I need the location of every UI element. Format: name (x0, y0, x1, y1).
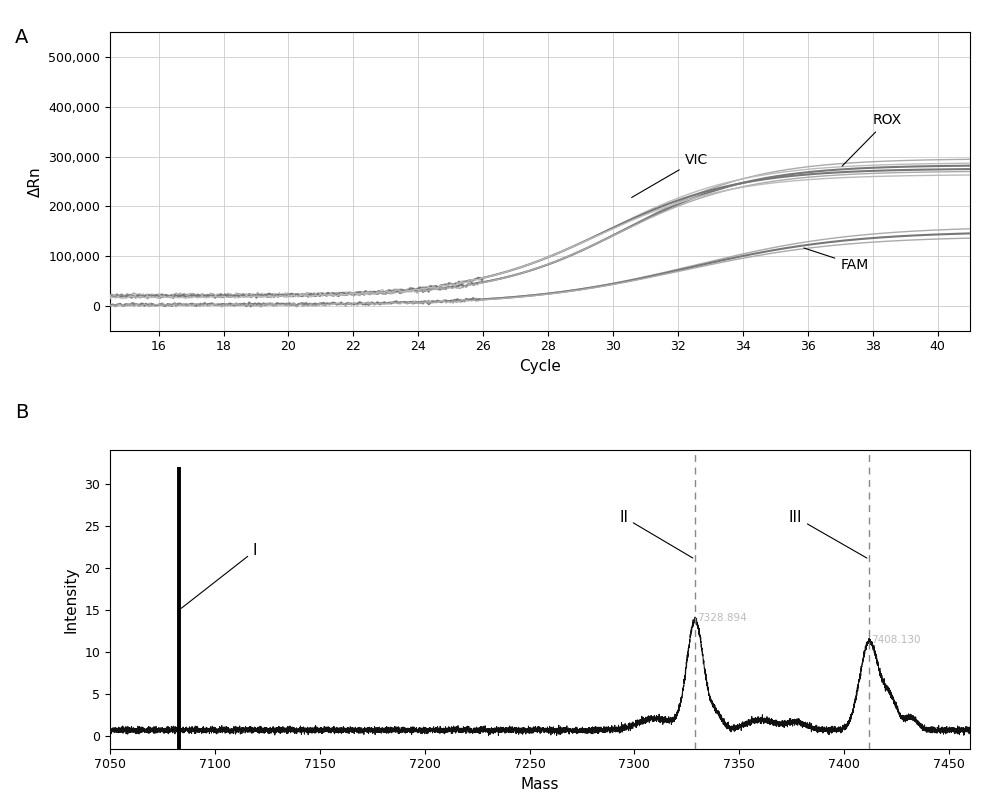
X-axis label: Mass: Mass (521, 777, 559, 792)
Text: VIC: VIC (632, 153, 708, 197)
Text: I: I (181, 543, 257, 609)
X-axis label: Cycle: Cycle (519, 359, 561, 374)
Text: A: A (15, 28, 28, 47)
Y-axis label: Intensity: Intensity (64, 566, 79, 633)
Text: ROX: ROX (842, 114, 902, 166)
Text: II: II (619, 510, 693, 558)
Text: FAM: FAM (804, 248, 868, 271)
Text: 7328.894: 7328.894 (697, 613, 747, 622)
Text: B: B (15, 402, 28, 422)
Y-axis label: ΔRn: ΔRn (28, 166, 43, 196)
Text: 7408.130: 7408.130 (871, 635, 921, 646)
Text: III: III (789, 510, 867, 558)
